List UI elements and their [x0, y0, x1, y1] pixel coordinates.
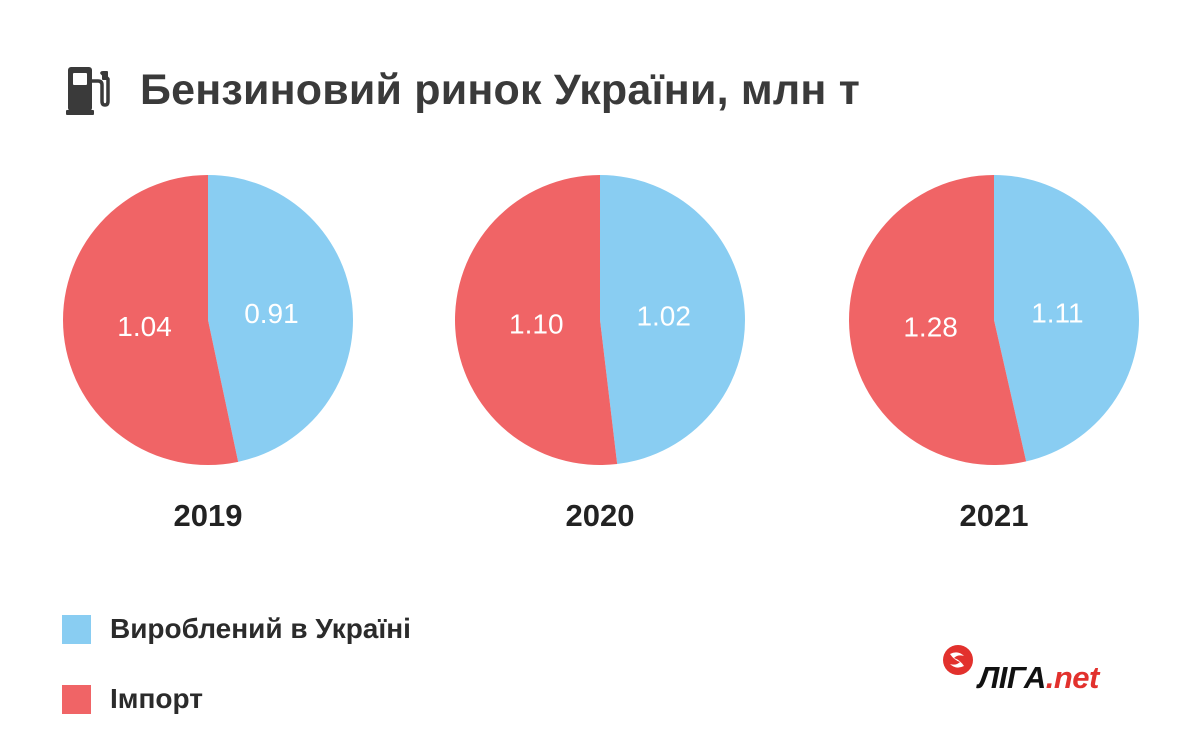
pie-slice-produced-2021 [994, 175, 1139, 462]
pie-slice-import-2020 [455, 175, 618, 466]
liga-logo: ЛІГА.net [940, 638, 1140, 698]
legend-item-import: Імпорт [62, 675, 411, 723]
pie-2019: 0.91 1.04 2019 [48, 160, 368, 550]
pie-label-produced-2021: 1.11 [1031, 297, 1083, 328]
liga-logo-icon [943, 645, 973, 675]
pie-label-import-2019: 1.04 [117, 311, 172, 342]
logo-text-net: .net [1045, 660, 1100, 695]
pie-charts: 0.91 1.04 2019 1.02 1.10 2020 1.11 1.28 2021 [0, 160, 1200, 560]
chart-header: Бензиновий ринок України, млн т [66, 58, 860, 122]
year-label-2019: 2019 [173, 498, 243, 533]
pie-2020: 1.02 1.10 2020 [440, 160, 760, 550]
chart-title: Бензиновий ринок України, млн т [140, 65, 861, 114]
pie-svg-2021: 1.11 1.28 [849, 175, 1139, 465]
pie-label-produced-2020: 1.02 [636, 301, 691, 332]
legend-swatch-import [62, 684, 91, 714]
year-label-2020: 2020 [565, 498, 635, 533]
pie-svg-2019: 0.91 1.04 [63, 175, 354, 465]
pie-label-import-2021: 1.28 [903, 312, 958, 343]
pie-slice-produced-2019 [208, 175, 354, 462]
year-label-2021: 2021 [959, 498, 1029, 533]
pie-slice-produced-2020 [600, 175, 745, 464]
liga-logo-text: ЛІГА.net [978, 660, 1099, 696]
pie-svg-2020: 1.02 1.10 [455, 175, 745, 466]
pie-label-produced-2019: 0.91 [244, 298, 299, 329]
legend-swatch-produced [62, 614, 91, 644]
legend-item-produced: Вироблений в Україні [62, 605, 411, 653]
pie-slice-import-2019 [63, 175, 239, 465]
fuel-pump-icon [66, 67, 110, 115]
legend-label-produced: Вироблений в Україні [110, 613, 411, 644]
legend-label-import: Імпорт [110, 683, 203, 714]
pie-slice-import-2021 [849, 175, 1027, 465]
logo-text-liga: ЛІГА [978, 660, 1046, 695]
pie-2021: 1.11 1.28 2021 [834, 160, 1154, 550]
legend: Вироблений в Україні Імпорт [62, 605, 411, 745]
pie-label-import-2020: 1.10 [509, 308, 564, 339]
